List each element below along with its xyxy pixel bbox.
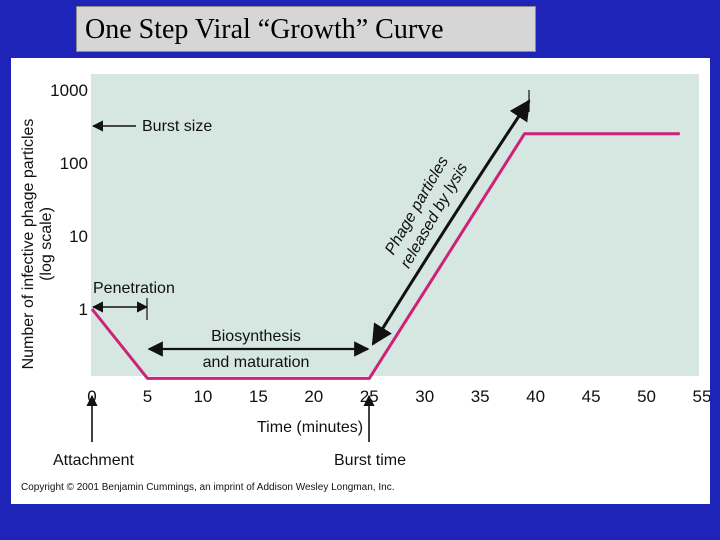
x-tick-label: 15 <box>249 387 268 406</box>
y-tick-label: 100 <box>60 154 88 173</box>
x-tick-label: 30 <box>415 387 434 406</box>
x-axis-ticks: 0510152025303540455055 <box>87 387 711 406</box>
y-axis-ticks: 1 10 100 1000 <box>50 81 88 319</box>
y-tick-label: 1000 <box>50 81 88 100</box>
x-tick-label: 45 <box>582 387 601 406</box>
growth-curve-line <box>90 132 680 380</box>
x-axis-label: Time (minutes) <box>257 419 363 436</box>
attachment-label: Attachment <box>53 452 134 469</box>
x-tick-label: 10 <box>193 387 212 406</box>
burst-size-label: Burst size <box>142 118 212 135</box>
burst-time-label: Burst time <box>334 452 406 469</box>
y-axis-sublabel: (log scale) <box>38 207 55 281</box>
y-tick-label: 1 <box>79 300 88 319</box>
slide-title: One Step Viral “Growth” Curve <box>76 6 536 52</box>
x-tick-label: 35 <box>471 387 490 406</box>
biosynthesis-label: Biosynthesis <box>211 328 301 345</box>
maturation-label: and maturation <box>203 354 310 371</box>
x-tick-label: 55 <box>693 387 710 406</box>
x-tick-label: 40 <box>526 387 545 406</box>
lysis-release-arrow <box>371 99 531 346</box>
copyright-notice: Copyright © 2001 Benjamin Cummings, an i… <box>21 482 394 493</box>
y-axis-label: Number of infective phage particles <box>20 119 37 370</box>
y-tick-label: 10 <box>69 227 88 246</box>
x-tick-label: 50 <box>637 387 656 406</box>
x-tick-label: 20 <box>304 387 323 406</box>
penetration-label: Penetration <box>93 280 175 297</box>
x-tick-label: 5 <box>143 387 152 406</box>
